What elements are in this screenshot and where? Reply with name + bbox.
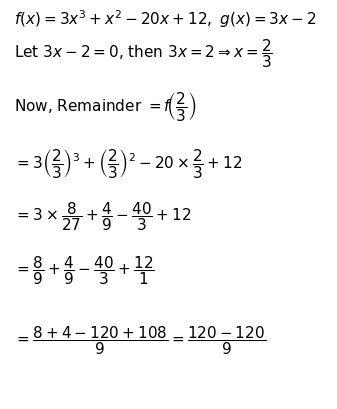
Text: Let $3x - 2 = 0$, then $3x = 2 \Rightarrow x = \dfrac{2}{3}$: Let $3x - 2 = 0$, then $3x = 2 \Rightarr… <box>14 38 273 70</box>
Text: $= 3\left(\dfrac{2}{3}\right)^{3} + \left(\dfrac{2}{3}\right)^{2} - 20 \times \d: $= 3\left(\dfrac{2}{3}\right)^{3} + \lef… <box>14 146 242 180</box>
Text: $= \dfrac{8}{9} + \dfrac{4}{9} - \dfrac{40}{3} + \dfrac{12}{1}$: $= \dfrac{8}{9} + \dfrac{4}{9} - \dfrac{… <box>14 255 155 288</box>
Text: $= 3 \times \dfrac{8}{27} + \dfrac{4}{9} - \dfrac{40}{3} + 12$: $= 3 \times \dfrac{8}{27} + \dfrac{4}{9}… <box>14 200 191 234</box>
Text: $= \dfrac{8+4-120+108}{9} = \dfrac{120-120}{9}$: $= \dfrac{8+4-120+108}{9} = \dfrac{120-1… <box>14 325 266 357</box>
Text: $f(x) = 3x^3 + x^2 - 20x + 12,\ g(x) = 3x - 2$: $f(x) = 3x^3 + x^2 - 20x + 12,\ g(x) = 3… <box>14 8 316 30</box>
Text: Now, Remainder $= f\!\left(\dfrac{2}{3}\right)$: Now, Remainder $= f\!\left(\dfrac{2}{3}\… <box>14 90 196 123</box>
